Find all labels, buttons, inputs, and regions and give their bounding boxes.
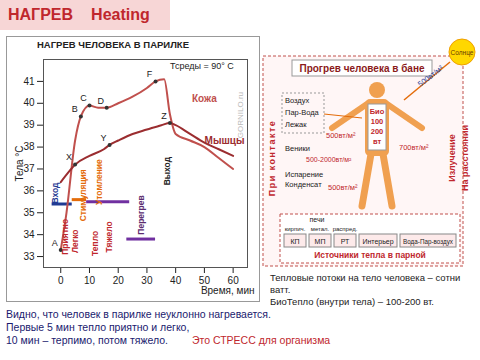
svg-text:C: C (80, 93, 87, 103)
svg-text:500вт/м²: 500вт/м² (416, 63, 445, 89)
svg-text:41: 41 (23, 76, 35, 87)
svg-text:Вода-Пар-воздух: Вода-Пар-воздух (403, 238, 454, 246)
svg-text:Прогрев человека в бане: Прогрев человека в бане (299, 63, 424, 74)
svg-text:X: X (66, 152, 72, 162)
svg-text:Источники тепла в парной: Источники тепла в парной (314, 250, 426, 260)
svg-text:Тепло: Тепло (90, 231, 100, 256)
svg-text:35: 35 (23, 207, 35, 218)
svg-text:30: 30 (141, 275, 153, 286)
svg-text:10: 10 (84, 275, 96, 286)
svg-text:20: 20 (113, 275, 125, 286)
svg-text:D: D (97, 96, 104, 106)
html-text:Видно, что человек в парилке н: Видно, что человек в парилке неуклонно н… (6, 308, 271, 320)
svg-text:Легко: Легко (70, 229, 80, 253)
svg-text:Мышцы: Мышцы (204, 134, 245, 146)
svg-text:Испарение: Испарение (285, 170, 323, 179)
svg-text:МП: МП (315, 238, 326, 245)
svg-text:500вт/м²: 500вт/м² (326, 131, 356, 140)
svg-text:Y: Y (101, 133, 107, 143)
svg-text:200: 200 (371, 127, 384, 136)
html-text:БиоТепло (внутри тела) – 100-2: БиоТепло (внутри тела) – 100-200 вт. (270, 296, 434, 307)
html-text:НАГРЕВ ЧЕЛОВЕКА В ПАРИЛКЕ: НАГРЕВ ЧЕЛОВЕКА В ПАРИЛКЕ (37, 39, 189, 50)
svg-text:Воздух: Воздух (285, 96, 309, 105)
svg-text:A: A (52, 238, 58, 248)
svg-text:39: 39 (23, 119, 35, 130)
svg-text:Тела °С: Тела °С (14, 145, 25, 181)
svg-text:0: 0 (58, 275, 64, 286)
svg-text:Приятно: Приятно (60, 219, 70, 255)
svg-text:Конденсат: Конденсат (285, 180, 322, 189)
html-text:Это СТРЕСС для организма: Это СТРЕСС для организма (192, 334, 331, 346)
svg-text:500вт/м²: 500вт/м² (328, 183, 358, 192)
svg-text:вт: вт (373, 137, 382, 146)
svg-text:Z: Z (161, 111, 167, 121)
svg-text:На расстоянии: На расстоянии (460, 125, 470, 191)
svg-text:распред.: распред. (333, 226, 358, 232)
svg-text:КП: КП (290, 238, 299, 245)
svg-text:Перегрев: Перегрев (136, 195, 146, 234)
svg-text:метал.: метал. (311, 226, 330, 232)
svg-text:40: 40 (23, 97, 35, 108)
svg-text:700вт/м²: 700вт/м² (399, 143, 429, 152)
svg-text:Утомление: Утомление (94, 159, 104, 205)
svg-text:РТ: РТ (341, 238, 350, 245)
svg-text:Время, мин: Время, мин (201, 285, 255, 296)
svg-text:100: 100 (371, 117, 384, 126)
svg-text:37: 37 (23, 163, 35, 174)
svg-text:40: 40 (170, 275, 182, 286)
svg-text:36: 36 (23, 185, 35, 196)
svg-text:34: 34 (23, 229, 35, 240)
svg-text:Тяжело: Тяжело (104, 221, 114, 252)
html-text:Тепловые потоки на тело челове: Тепловые потоки на тело человека – сотни… (270, 272, 461, 295)
svg-text:Стимуляция: Стимуляция (78, 169, 88, 221)
svg-text:Интерьер: Интерьер (362, 238, 393, 246)
svg-text:Кожа: Кожа (192, 93, 217, 104)
svg-text:B: B (72, 104, 78, 114)
svg-text:печи: печи (309, 216, 324, 223)
html-text:10 мин – терпимо, потом тяжело: 10 мин – терпимо, потом тяжело. (6, 334, 168, 346)
html-text:GORNILO.ru: GORNILO.ru (236, 92, 245, 139)
svg-text:50: 50 (198, 274, 210, 286)
svg-text:Вход: Вход (50, 182, 60, 204)
svg-text:кирпич.: кирпич. (285, 226, 306, 232)
svg-text:33: 33 (23, 251, 35, 262)
svg-text:При контакте: При контакте (267, 120, 277, 197)
svg-text:Выход: Выход (162, 156, 172, 185)
svg-text:Излучение: Излучение (447, 134, 457, 182)
html-text:НАГРЕВ: НАГРЕВ (8, 6, 74, 23)
svg-text:500-2000вт/м²: 500-2000вт/м² (306, 156, 352, 163)
svg-text:Био: Био (370, 107, 385, 116)
svg-text:60: 60 (227, 274, 239, 286)
svg-text:38: 38 (23, 141, 35, 152)
svg-text:Лежак: Лежак (285, 120, 307, 129)
html-text:Первые 5 мин тепло приятно и л: Первые 5 мин тепло приятно и легко, (6, 321, 190, 333)
html-text:Heating: Heating (91, 6, 150, 23)
svg-text:Веники: Веники (285, 144, 310, 153)
svg-text:Тсреды = 90° С: Тсреды = 90° С (170, 61, 234, 71)
svg-text:F: F (147, 69, 153, 79)
svg-text:Солнце: Солнце (451, 49, 474, 57)
svg-text:Пар-Вода: Пар-Вода (285, 108, 320, 117)
